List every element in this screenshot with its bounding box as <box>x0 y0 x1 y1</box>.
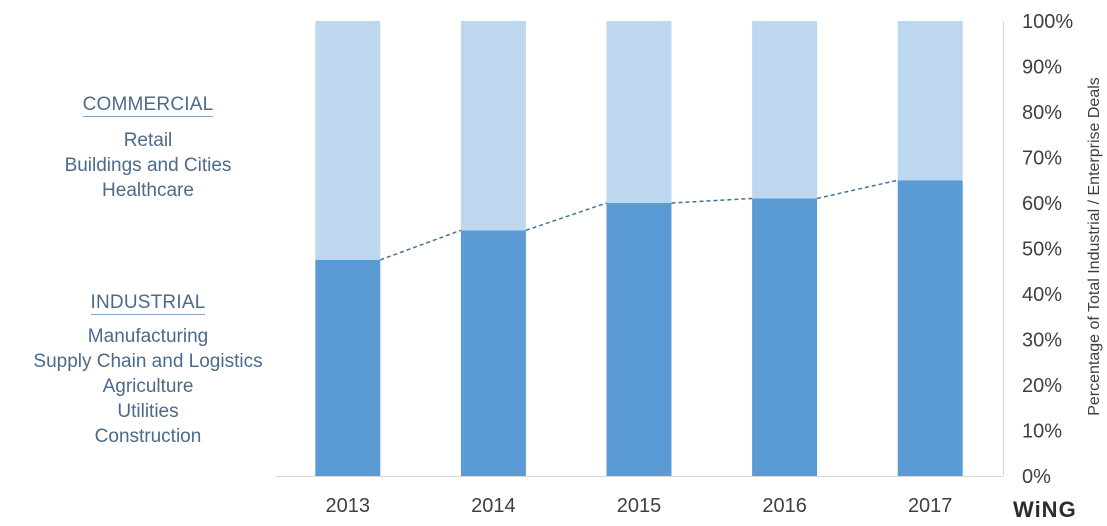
trendline-segment <box>671 197 753 204</box>
y-tick-label: 10% <box>1022 421 1062 443</box>
x-tick-label: 2017 <box>908 495 953 517</box>
wing-logo: WiNG <box>1013 497 1077 522</box>
y-tick-label: 50% <box>1022 239 1062 261</box>
industrial-list: Manufacturing Supply Chain and Logistics… <box>8 324 288 449</box>
y-tick-label: 30% <box>1022 330 1062 352</box>
industrial-heading: INDUSTRIAL <box>90 292 206 315</box>
industrial-item: Manufacturing <box>87 326 209 347</box>
commercial-list: Retail Buildings and Cities Healthcare <box>18 128 278 203</box>
industrial-item: Utilities <box>117 401 179 422</box>
y-tick-label: 100% <box>1022 11 1073 33</box>
y-tick-label: 60% <box>1022 193 1062 215</box>
bar-commercial-2015 <box>606 21 672 203</box>
bar-industrial-2017 <box>897 180 963 476</box>
bar-commercial-2016 <box>752 21 818 199</box>
y-tick-label: 90% <box>1022 57 1062 79</box>
bar-industrial-2014 <box>460 230 526 476</box>
x-tick-label: 2015 <box>617 495 662 517</box>
commercial-item: Retail <box>123 130 173 151</box>
industrial-item: Agriculture <box>102 376 194 397</box>
bar-industrial-2016 <box>752 198 818 476</box>
industrial-item: Supply Chain and Logistics <box>33 351 263 372</box>
industrial-item: Construction <box>94 426 202 447</box>
commercial-item: Healthcare <box>102 180 194 201</box>
y-axis-label: Percentage of Total Industrial / Enterpr… <box>1086 77 1103 416</box>
bar-commercial-2014 <box>460 21 526 231</box>
y-tick-label: 0% <box>1022 466 1051 488</box>
bar-commercial-2017 <box>897 21 963 181</box>
commercial-heading: COMMERCIAL <box>82 94 214 117</box>
y-tick-label: 20% <box>1022 375 1062 397</box>
trendline-segment <box>380 229 462 261</box>
trendline-segment <box>525 202 607 232</box>
commercial-item: Buildings and Cities <box>64 155 232 176</box>
y-tick-label: 80% <box>1022 102 1062 124</box>
bar-commercial-2013 <box>315 21 381 260</box>
y-tick-label: 70% <box>1022 148 1062 170</box>
x-tick-label: 2016 <box>762 495 807 517</box>
bar-industrial-2013 <box>315 259 381 476</box>
trendline-segment <box>816 179 898 200</box>
bar-industrial-2015 <box>606 203 672 476</box>
x-tick-label: 2013 <box>326 495 371 517</box>
x-tick-label: 2014 <box>471 495 516 517</box>
y-tick-label: 40% <box>1022 284 1062 306</box>
